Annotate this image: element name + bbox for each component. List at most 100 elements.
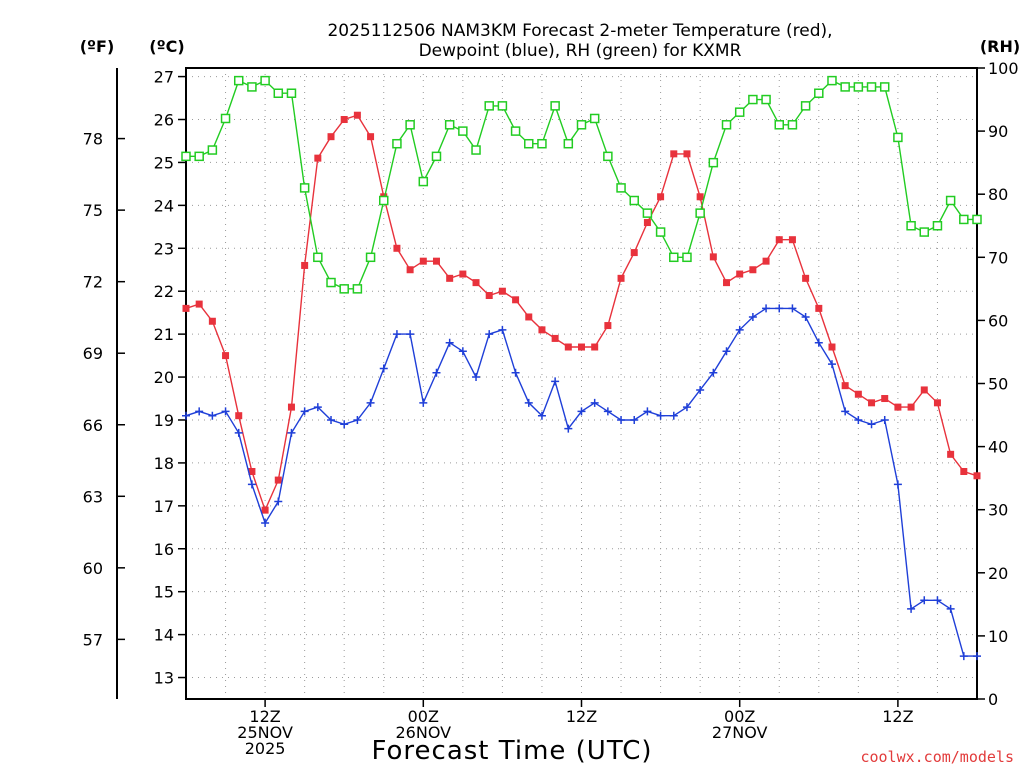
rh-point bbox=[655, 227, 666, 237]
rh-point bbox=[524, 138, 534, 149]
temperature-point bbox=[933, 399, 941, 407]
rh-unit-label: (RH) bbox=[980, 37, 1020, 56]
temperature-point bbox=[670, 150, 678, 158]
dewpoint-point bbox=[537, 411, 546, 420]
temperature-point bbox=[578, 343, 585, 351]
dewpoint-point bbox=[287, 428, 296, 437]
rh-point bbox=[299, 183, 310, 193]
temperature-point bbox=[881, 395, 889, 403]
rh-point bbox=[893, 132, 903, 143]
temperature-point bbox=[736, 270, 744, 278]
rh-tick-label: 90 bbox=[988, 122, 1008, 141]
celsius-tick-label: 17 bbox=[154, 497, 174, 516]
temperature-point bbox=[248, 467, 256, 475]
rh-tick-label: 60 bbox=[988, 311, 1008, 330]
celsius-tick-label: 26 bbox=[154, 111, 174, 130]
temperature-point bbox=[261, 506, 269, 514]
rh-point bbox=[603, 151, 613, 162]
temperature-point bbox=[723, 279, 731, 287]
rh-tick-label: 30 bbox=[988, 501, 1008, 520]
temperature-point bbox=[327, 133, 335, 141]
rh-point bbox=[761, 94, 771, 105]
dewpoint-point bbox=[564, 424, 573, 433]
temperature-point bbox=[828, 343, 836, 351]
rh-point bbox=[379, 195, 389, 206]
rh-point bbox=[247, 82, 257, 92]
dewpoint-point bbox=[208, 411, 217, 420]
rh-point bbox=[431, 151, 442, 162]
series-temperature bbox=[182, 111, 981, 514]
rh-tick-label: 0 bbox=[988, 690, 998, 709]
rh-point bbox=[866, 82, 877, 92]
x-tick-label: 2025 bbox=[245, 739, 286, 758]
rh-point bbox=[233, 75, 244, 86]
rh-point bbox=[471, 145, 481, 155]
temperature-point bbox=[630, 249, 638, 257]
data-series bbox=[181, 75, 982, 661]
dewpoint-point bbox=[656, 411, 665, 420]
rh-point bbox=[708, 157, 719, 168]
dewpoint-point bbox=[920, 596, 929, 605]
rh-point bbox=[879, 82, 890, 92]
celsius-tick-label: 25 bbox=[154, 153, 174, 172]
dewpoint-point bbox=[959, 652, 968, 661]
dewpoint-point bbox=[709, 368, 718, 377]
rh-point bbox=[484, 101, 494, 111]
dewpoint-point bbox=[854, 415, 863, 424]
temperature-point bbox=[498, 287, 506, 295]
temperature-point bbox=[973, 472, 981, 480]
dewpoint-point bbox=[841, 407, 850, 416]
celsius-tick-label: 22 bbox=[154, 282, 174, 301]
dewpoint-point bbox=[696, 385, 705, 394]
rh-point bbox=[497, 101, 508, 111]
fahrenheit-tick-label: 75 bbox=[83, 201, 103, 220]
temperature-point bbox=[683, 150, 691, 158]
temperature-point bbox=[551, 334, 559, 342]
celsius-tick-label: 16 bbox=[154, 540, 174, 559]
fahrenheit-tick-label: 57 bbox=[83, 630, 103, 649]
rh-point bbox=[734, 107, 745, 117]
dewpoint-point bbox=[946, 604, 955, 613]
dewpoint-point bbox=[551, 377, 560, 386]
rh-point bbox=[444, 120, 455, 130]
rh-point bbox=[207, 145, 218, 155]
temperature-point bbox=[960, 467, 968, 475]
temperature-point bbox=[195, 300, 203, 308]
chart-subtitle: Dewpoint (blue), RH (green) for KXMR bbox=[419, 41, 742, 61]
dewpoint-point bbox=[472, 373, 481, 382]
rh-point bbox=[695, 208, 705, 218]
rh-point bbox=[418, 176, 429, 187]
rh-tick-label: 10 bbox=[988, 627, 1008, 646]
temperature-point bbox=[749, 266, 757, 274]
fahrenheit-tick-label: 78 bbox=[83, 130, 103, 149]
celsius-tick-label: 13 bbox=[154, 669, 174, 688]
fahrenheit-tick-label: 63 bbox=[83, 487, 103, 506]
rh-point bbox=[510, 126, 521, 136]
temperature-point bbox=[314, 154, 322, 162]
rh-point bbox=[326, 277, 336, 288]
temperature-point bbox=[301, 261, 309, 269]
rh-point bbox=[748, 94, 758, 105]
x-tick-label: 25NOV bbox=[237, 723, 293, 742]
dewpoint-point bbox=[274, 497, 283, 506]
temperature-point bbox=[485, 292, 493, 300]
fahrenheit-tick-label: 72 bbox=[83, 273, 103, 292]
dewpoint-point bbox=[524, 398, 533, 407]
temperature-point bbox=[222, 352, 230, 360]
celsius-tick-label: 19 bbox=[154, 411, 174, 430]
dewpoint-point bbox=[406, 330, 415, 339]
temperature-point bbox=[512, 296, 520, 304]
temperature-point bbox=[353, 111, 361, 119]
dewpoint-point bbox=[432, 368, 441, 377]
rh-tick-label: 80 bbox=[988, 185, 1008, 204]
temperature-point bbox=[604, 322, 612, 330]
dewpoint-point bbox=[643, 407, 652, 416]
x-tick-label: 12Z bbox=[566, 707, 597, 726]
temperature-point bbox=[287, 403, 295, 411]
temperature-point bbox=[868, 399, 876, 407]
rh-point bbox=[537, 138, 547, 149]
dewpoint-point bbox=[511, 368, 520, 377]
rh-point bbox=[286, 88, 297, 98]
temperature-point bbox=[419, 257, 427, 265]
dewpoint-point bbox=[973, 652, 981, 661]
